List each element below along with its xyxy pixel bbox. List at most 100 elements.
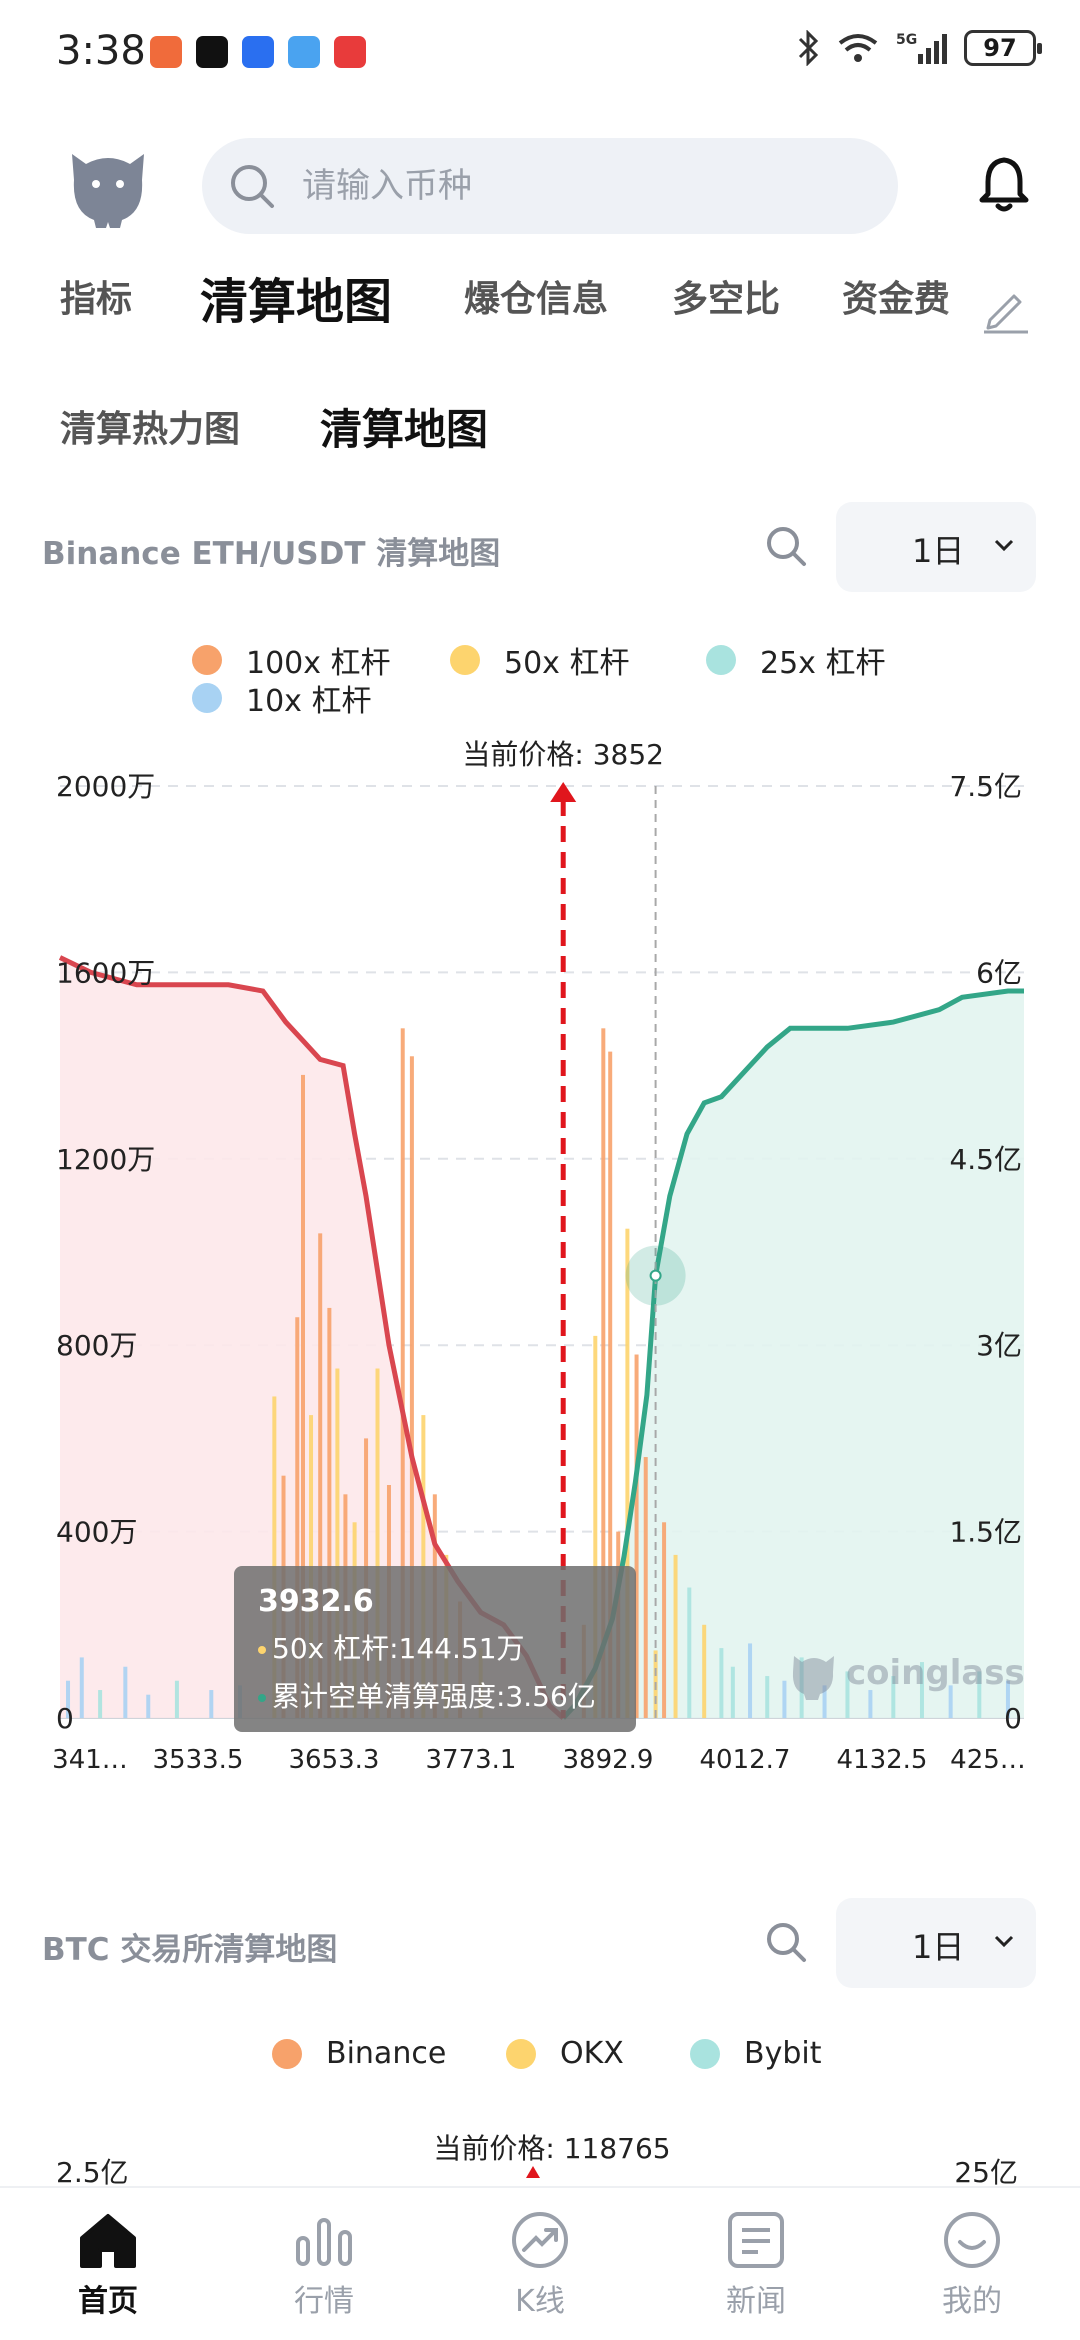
y-right-tick-label: 6亿 <box>976 956 1022 989</box>
tooltip-value-short: 累计空单清算强度:3.56亿 <box>272 1680 596 1713</box>
x-tick-label: 4012.7 <box>700 1745 791 1775</box>
liquidation-bar <box>327 1307 332 1718</box>
tooltip-dot <box>258 1694 266 1702</box>
chart2-current-price-label: 当前价格: 118765 <box>433 2132 670 2165</box>
legend-dot <box>192 683 222 713</box>
search-icon[interactable] <box>764 524 808 568</box>
liquidation-bar <box>891 1676 896 1718</box>
chart1-title: Binance ETH/USDT 清算地图 <box>42 536 501 572</box>
legend-label: 100x 杠杆 <box>246 646 391 681</box>
legend-dot <box>450 645 480 675</box>
hover-point <box>649 1269 662 1282</box>
period-label: 1日 <box>912 532 965 570</box>
coinglass-watermark: coinglass <box>792 1653 1025 1700</box>
search-icon[interactable] <box>764 1920 808 1964</box>
app-notification-icon <box>196 36 228 68</box>
liquidation-bar <box>66 1680 71 1718</box>
chevron-down-icon <box>994 539 1014 552</box>
legend-item-100x[interactable]: 100x 杠杆 <box>192 638 391 682</box>
btc-liquidation-chart[interactable]: 当前价格: 118765 2.5亿 25亿 <box>0 2120 1080 2186</box>
bottom-nav: 首页 行情 K线 新闻 我的 <box>0 2186 1080 2340</box>
y-left-tick-label: 0 <box>56 1702 74 1735</box>
tab-fade <box>940 270 1030 330</box>
nav-news[interactable]: 新闻 <box>686 2210 826 2320</box>
liquidation-bar <box>375 1368 380 1718</box>
legend-label: 10x 杠杆 <box>246 684 372 719</box>
legend-item-okx[interactable]: OKX <box>506 2036 624 2071</box>
subtab-liquidation-map[interactable]: 清算地图 <box>320 405 489 454</box>
nav-kline[interactable]: K线 <box>470 2210 610 2320</box>
current-price-arrow <box>550 782 577 802</box>
liquidation-bar <box>301 1074 306 1718</box>
liquidation-bar <box>272 1396 277 1718</box>
liquidation-bar <box>400 1028 405 1718</box>
y-right-tick-label: 4.5亿 <box>949 1143 1022 1176</box>
subtab-liquidation-heatmap[interactable]: 清算热力图 <box>60 409 241 450</box>
long-cumulative-area <box>60 957 564 1718</box>
search-input[interactable] <box>302 156 862 216</box>
chart2-title: BTC 交易所清算地图 <box>42 1932 338 1968</box>
tooltip-price: 3932.6 <box>258 1584 374 1619</box>
chevron-down-icon <box>994 1935 1014 1948</box>
liquidation-bar <box>977 1671 982 1718</box>
avatar[interactable] <box>62 140 154 232</box>
notification-icons <box>150 36 366 68</box>
chart2-price-arrow <box>526 2166 540 2178</box>
liquidation-bar <box>782 1680 787 1718</box>
edit-icon[interactable] <box>980 284 1032 336</box>
legend-item-50x[interactable]: 50x 杠杆 <box>450 638 629 682</box>
y-right-tick-label: 0 <box>1004 1702 1022 1735</box>
x-tick-label: 3533.5 <box>153 1745 244 1775</box>
bluetooth-icon <box>798 30 819 66</box>
tab-liquidation-info[interactable]: 爆仓信息 <box>464 279 609 320</box>
tooltip-line-50x: 50x 杠杆:144.51万 <box>258 1627 636 1667</box>
legend-dot <box>706 645 736 675</box>
nav-profile[interactable]: 我的 <box>902 2210 1042 2320</box>
nav-label: 新闻 <box>726 2284 786 2319</box>
chart2-y-left-top: 2.5亿 <box>56 2156 129 2186</box>
legend-item-25x[interactable]: 25x 杠杆 <box>706 638 885 682</box>
liquidation-bar <box>868 1690 873 1718</box>
search-bar[interactable] <box>202 138 898 234</box>
liquidation-bar <box>799 1657 804 1718</box>
liquidation-bar <box>174 1680 179 1718</box>
weather-icon <box>288 36 320 68</box>
nav-market[interactable]: 行情 <box>254 2210 394 2320</box>
liquidation-bar <box>625 1228 630 1718</box>
chart2-period-select[interactable]: 1日 <box>836 1898 1036 1988</box>
tab-long-short-ratio[interactable]: 多空比 <box>672 279 781 320</box>
liquidation-bar <box>822 1685 827 1718</box>
y-right-tick-label: 7.5亿 <box>949 770 1022 803</box>
legend-item-binance[interactable]: Binance <box>272 2036 446 2071</box>
bar-chart-icon <box>296 2218 352 2266</box>
wifi-icon <box>838 34 878 62</box>
y-left-tick-label: 1600万 <box>56 956 155 989</box>
tooltip-value-50x: 50x 杠杆:144.51万 <box>272 1632 525 1665</box>
trend-chart-icon <box>512 2212 568 2268</box>
home-icon <box>80 2214 136 2268</box>
tab-liquidation-map[interactable]: 清算地图 <box>200 274 393 330</box>
y-right-tick-label: 1.5亿 <box>949 1516 1022 1549</box>
liquidation-bar <box>79 1657 84 1718</box>
x-tick-label: 4132.5 <box>837 1745 928 1775</box>
liquidation-bar <box>845 1671 850 1718</box>
news-icon <box>728 2212 784 2268</box>
bell-icon[interactable] <box>976 154 1032 214</box>
period-label: 1日 <box>912 1928 965 1966</box>
liquidation-bar <box>601 1028 606 1718</box>
nav-label: 首页 <box>78 2284 138 2319</box>
tab-funding-rate[interactable]: 资金费 <box>842 279 951 320</box>
liquidation-bar <box>123 1666 128 1718</box>
nav-home[interactable]: 首页 <box>38 2210 178 2320</box>
liquidation-bar <box>948 1685 953 1718</box>
x-tick-label: 3892.9 <box>563 1745 654 1775</box>
liquidation-bar <box>98 1690 103 1718</box>
tab-indicators[interactable]: 指标 <box>60 279 133 320</box>
legend-item-10x[interactable]: 10x 杠杆 <box>192 676 371 720</box>
x-tick-label: 3653.3 <box>289 1745 380 1775</box>
liquidation-bar <box>608 1051 613 1718</box>
chart1-period-select[interactable]: 1日 <box>836 502 1036 592</box>
legend-item-bybit[interactable]: Bybit <box>690 2036 821 2071</box>
x-tick-label: 425… <box>950 1745 1026 1775</box>
app-notification-icon <box>242 36 274 68</box>
